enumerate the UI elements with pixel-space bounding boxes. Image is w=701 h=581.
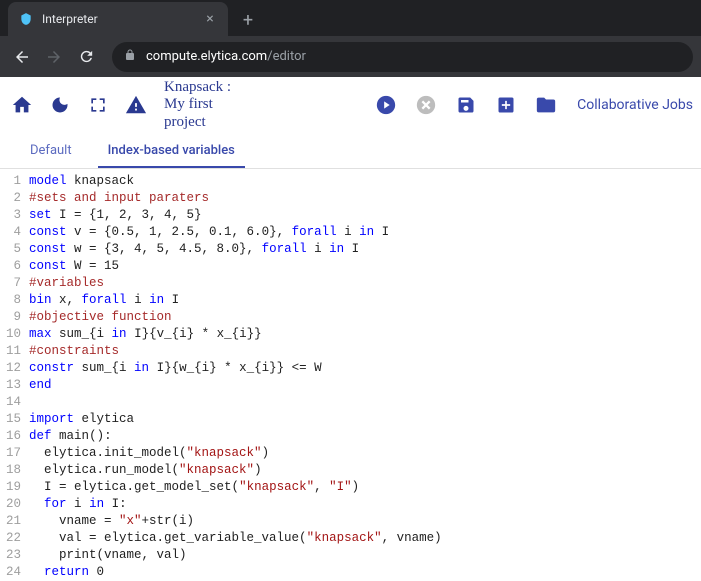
lock-icon	[124, 49, 136, 64]
code-editor[interactable]: 123456789101112131415161718192021222324 …	[0, 169, 701, 581]
forward-button[interactable]	[40, 43, 68, 71]
url-bar[interactable]: compute.elytica.com/editor	[112, 42, 693, 72]
tab-strip: Interpreter × +	[0, 0, 701, 36]
collaborative-jobs-link[interactable]: Collaborative Jobs	[577, 97, 693, 113]
reload-button[interactable]	[72, 43, 100, 71]
fullscreen-icon[interactable]	[84, 91, 112, 119]
browser-chrome: Interpreter × + compute.elytica.com/edit…	[0, 0, 701, 77]
close-icon[interactable]: ×	[202, 11, 218, 27]
code-area[interactable]: model knapsack#sets and input paratersse…	[29, 173, 442, 581]
home-icon[interactable]	[8, 91, 36, 119]
back-button[interactable]	[8, 43, 36, 71]
editor-tabs: DefaultIndex-based variables	[0, 133, 701, 169]
warning-icon[interactable]	[122, 91, 150, 119]
url-text: compute.elytica.com/editor	[146, 49, 306, 64]
project-title: Knapsack : My first project	[164, 79, 231, 131]
add-file-icon[interactable]	[493, 92, 519, 118]
favicon-icon	[18, 11, 34, 27]
save-icon[interactable]	[453, 92, 479, 118]
app-content: Knapsack : My first project Collaborativ…	[0, 77, 701, 581]
tab-title: Interpreter	[42, 12, 194, 26]
line-gutter: 123456789101112131415161718192021222324	[0, 173, 29, 581]
new-tab-button[interactable]: +	[234, 6, 262, 34]
nav-bar: compute.elytica.com/editor	[0, 36, 701, 77]
play-icon[interactable]	[373, 92, 399, 118]
editor-tab-0[interactable]: Default	[12, 143, 90, 168]
cancel-icon[interactable]	[413, 92, 439, 118]
folder-icon[interactable]	[533, 92, 559, 118]
browser-tab[interactable]: Interpreter ×	[8, 2, 228, 36]
editor-tab-1[interactable]: Index-based variables	[90, 143, 253, 168]
moon-icon[interactable]	[46, 91, 74, 119]
app-toolbar: Knapsack : My first project Collaborativ…	[0, 77, 701, 133]
